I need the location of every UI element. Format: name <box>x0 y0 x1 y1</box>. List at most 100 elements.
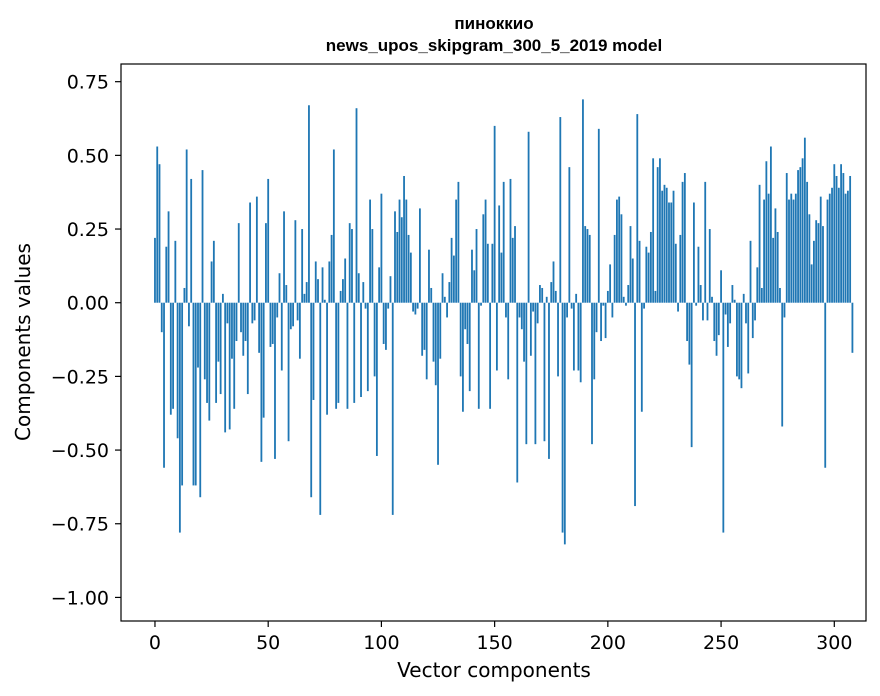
bar-202 <box>611 302 614 318</box>
bar-57 <box>283 211 285 303</box>
bar-59 <box>287 302 290 442</box>
bar-301 <box>835 175 838 303</box>
bar-216 <box>643 302 645 309</box>
bar-152 <box>498 205 501 303</box>
bar-128 <box>443 296 446 303</box>
bar-30 <box>221 293 224 303</box>
bar-39 <box>242 302 245 356</box>
bar-36 <box>235 302 238 342</box>
bar-166 <box>529 302 532 356</box>
bar-24 <box>208 302 211 421</box>
bar-273 <box>772 237 775 303</box>
y-tick-label: 0.50 <box>67 145 109 167</box>
bar-130 <box>448 282 451 303</box>
bar-84 <box>344 258 347 303</box>
bar-149 <box>491 243 494 303</box>
bar-113 <box>409 252 412 303</box>
bar-123 <box>432 302 435 362</box>
bar-253 <box>726 302 729 347</box>
bar-156 <box>507 302 510 380</box>
bar-271 <box>767 193 770 303</box>
x-tick-label: 300 <box>816 632 852 654</box>
bar-247 <box>713 302 716 342</box>
bar-177 <box>554 290 557 303</box>
bar-120 <box>425 302 428 380</box>
bar-11 <box>178 302 181 533</box>
bar-61 <box>292 302 294 327</box>
bar-208 <box>625 302 627 306</box>
bar-173 <box>545 296 548 303</box>
bar-119 <box>423 302 426 350</box>
bar-100 <box>380 193 383 303</box>
bar-252 <box>724 302 727 315</box>
bar-23 <box>206 302 208 403</box>
bar-250 <box>720 270 722 303</box>
bar-288 <box>806 181 809 303</box>
bar-132 <box>452 255 455 303</box>
bar-165 <box>527 131 530 303</box>
bar-305 <box>844 193 847 303</box>
bar-73 <box>319 302 322 515</box>
bar-279 <box>785 173 788 303</box>
bar-287 <box>803 137 806 303</box>
bar-112 <box>407 234 410 303</box>
bar-66 <box>303 293 306 303</box>
bar-266 <box>756 267 759 303</box>
bar-184 <box>570 302 573 309</box>
bar-31 <box>224 302 227 433</box>
bar-64 <box>298 302 301 359</box>
bar-52 <box>271 302 274 344</box>
bar-88 <box>353 302 356 403</box>
bar-65 <box>301 229 304 303</box>
bar-118 <box>421 302 424 356</box>
bar-109 <box>400 217 403 303</box>
bar-125 <box>437 302 439 465</box>
bar-117 <box>419 208 421 303</box>
bar-69 <box>310 302 313 498</box>
bar-10 <box>176 302 179 439</box>
bar-138 <box>466 302 469 344</box>
bar-8 <box>172 302 174 409</box>
bar-214 <box>638 240 641 303</box>
bar-306 <box>846 190 849 303</box>
bar-81 <box>337 302 340 403</box>
bar-181 <box>563 302 566 545</box>
bar-217 <box>645 246 648 303</box>
bar-284 <box>797 170 799 303</box>
bar-229 <box>672 190 675 303</box>
bar-63 <box>296 302 299 321</box>
bar-260 <box>742 293 745 303</box>
bar-116 <box>416 302 419 309</box>
bar-53 <box>274 302 276 459</box>
bar-281 <box>790 193 793 303</box>
bar-186 <box>575 293 578 303</box>
bar-92 <box>362 282 365 303</box>
bar-110 <box>403 175 405 303</box>
bar-96 <box>371 229 374 303</box>
bar-278 <box>783 302 786 318</box>
bar-258 <box>738 302 741 380</box>
bar-29 <box>219 302 222 395</box>
bar-245 <box>708 229 711 303</box>
bar-37 <box>237 223 240 303</box>
bar-282 <box>792 199 795 303</box>
bar-212 <box>634 302 636 507</box>
bar-47 <box>260 302 263 462</box>
plot-area <box>154 99 854 545</box>
bar-293 <box>817 223 820 303</box>
bar-240 <box>697 246 700 303</box>
bar-51 <box>269 302 272 347</box>
bar-292 <box>815 220 818 303</box>
bar-308 <box>851 302 854 353</box>
bar-7 <box>169 302 172 415</box>
bar-143 <box>477 302 480 409</box>
bar-221 <box>654 290 657 303</box>
bar-290 <box>810 264 813 303</box>
bar-191 <box>586 229 589 303</box>
bar-196 <box>597 128 600 303</box>
bar-67 <box>305 282 308 303</box>
bar-263 <box>749 240 752 303</box>
bar-187 <box>577 302 580 371</box>
bar-192 <box>588 234 591 303</box>
